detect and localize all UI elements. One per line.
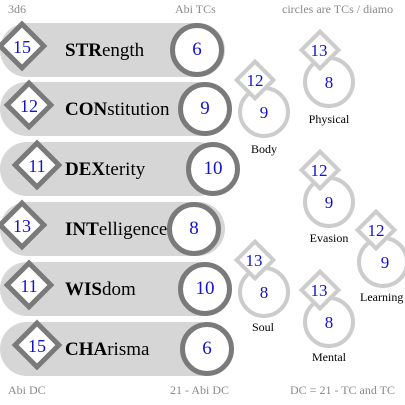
ability-tc-circle: 10 [178,262,232,316]
ability-tc-circle: 9 [178,82,232,136]
save-dc-value: 13 [310,281,328,300]
ability-dc-value: 12 [20,96,38,116]
ability-name: WISdom [65,279,136,300]
ability-name: CHArisma [65,339,150,360]
ability-tc-circle: 10 [186,142,240,196]
save-label: Evasion [309,231,349,245]
save-label: Physical [308,112,350,126]
ability-tc-circle: 6 [170,23,224,77]
save-dc-value: 12 [310,161,328,180]
footer-formula-label: 21 - Abi DC [170,383,230,397]
save-tc-value: 9 [380,253,390,272]
ability-tc-circle: 6 [180,322,234,376]
save-tc-value: 9 [324,193,334,212]
header-dice-label: 3d6 [8,2,26,16]
header-tc-label: Abi TCs [175,2,216,16]
save-tc-value: 8 [324,73,334,92]
ability-name: STRength [65,40,145,61]
ability-name: DEXterity [65,159,146,180]
footer-dc-label: Abi DC [8,383,46,397]
header-legend-note: circles are TCs / diamo [282,2,394,16]
ability-dc-value: 11 [20,276,38,296]
ability-tc-circle: 8 [167,202,221,256]
save-label: Soul [251,320,274,334]
save-dc-value: 12 [367,221,385,240]
ability-dc-value: 15 [13,37,31,57]
save-tc-value: 8 [259,283,269,302]
ability-dc-value: 11 [28,156,46,176]
save-label: Body [250,142,277,156]
save-dc-value: 12 [246,71,264,90]
save-tc-value: 8 [324,313,334,332]
ability-dc-value: 13 [13,216,31,236]
ability-dc-value: 15 [28,336,46,356]
save-dc-value: 13 [245,251,263,270]
save-label: Mental [312,350,346,364]
save-tc-value: 9 [259,103,269,122]
ability-name: CONstitution [65,99,170,120]
ability-name: INTelligence [65,219,168,240]
save-dc-value: 13 [310,41,328,60]
footer-legend-formula: DC = 21 - TC and TC [290,383,395,397]
save-label: Learning [360,290,404,304]
